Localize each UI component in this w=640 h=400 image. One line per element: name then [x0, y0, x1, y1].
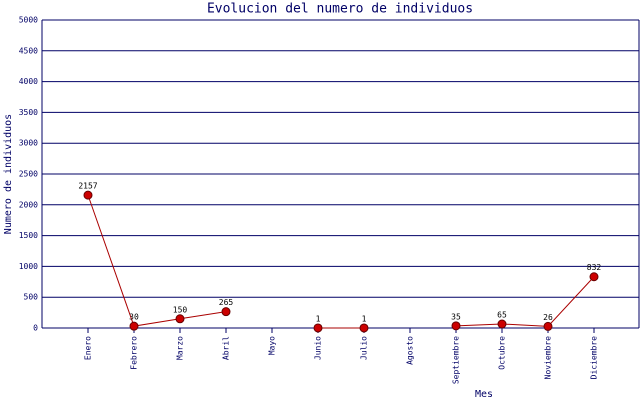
x-tick-label: Abril: [222, 336, 231, 360]
x-tick-label: Enero: [84, 336, 93, 360]
data-label: 30: [129, 313, 139, 322]
data-label: 26: [543, 313, 553, 322]
data-label: 1: [362, 314, 367, 323]
y-tick-label: 5000: [19, 16, 38, 25]
x-tick-label: Octubre: [498, 336, 507, 370]
point: [313, 323, 323, 333]
x-tick-label: Febrero: [130, 336, 139, 370]
point: [451, 321, 461, 331]
x-tick-label: Agosto: [406, 336, 415, 365]
chart-title: Evolucion del numero de individuos: [207, 2, 473, 17]
point: [589, 272, 599, 282]
y-tick-label: 2500: [19, 170, 38, 179]
y-axis-label: Numero de individuos: [3, 114, 14, 234]
point: [359, 323, 369, 333]
y-tick-label: 3000: [19, 139, 38, 148]
data-label: 65: [497, 310, 507, 319]
data-label: 2157: [78, 182, 97, 191]
point: [497, 319, 507, 329]
y-tick-label: 3500: [19, 108, 38, 117]
y-tick-label: 2000: [19, 200, 38, 209]
x-axis-label: Mes: [475, 389, 493, 400]
x-tick-label: Noviembre: [544, 336, 553, 380]
point: [543, 321, 553, 331]
x-tick-label: Julio: [360, 336, 369, 360]
y-tick-label: 4500: [19, 46, 38, 55]
y-tick-label: 500: [24, 293, 39, 302]
y-tick-label: 1500: [19, 231, 38, 240]
x-tick-label: Marzo: [176, 336, 185, 360]
x-tick-label: Mayo: [268, 336, 277, 355]
data-label: 265: [219, 298, 234, 307]
x-tick-label: Junio: [314, 336, 323, 360]
data-label: 832: [587, 263, 602, 272]
y-tick-label: 1000: [19, 262, 38, 271]
data-label: 35: [451, 312, 461, 321]
y-tick-label: 4000: [19, 77, 38, 86]
point: [221, 307, 231, 317]
series-line: [87, 194, 595, 329]
y-tick-label: 0: [33, 324, 38, 333]
data-label: 150: [173, 305, 188, 314]
data-label: 1: [316, 314, 321, 323]
point: [83, 190, 93, 200]
point: [129, 321, 139, 331]
x-tick-label: Diciembre: [590, 336, 599, 380]
x-tick-label: Septiembre: [452, 336, 461, 384]
point: [175, 314, 185, 324]
